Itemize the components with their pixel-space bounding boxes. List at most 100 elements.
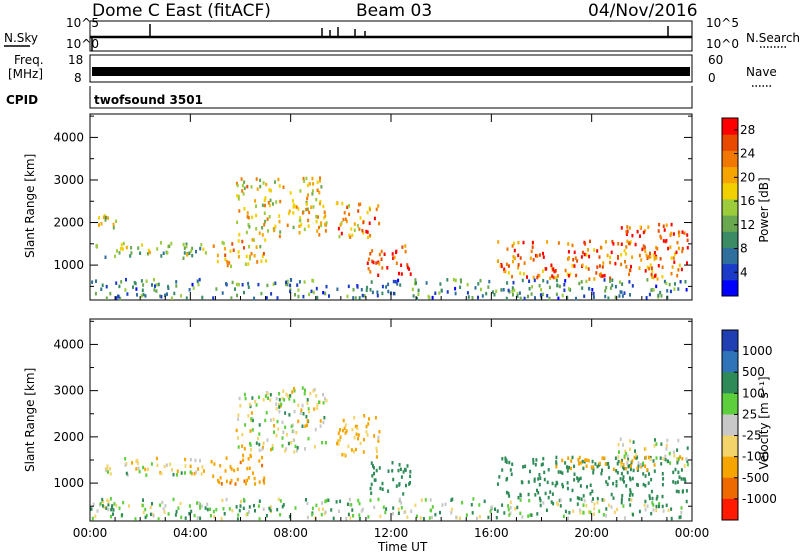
velocity-colorbar-tick-label: 100 (742, 386, 765, 400)
echo-region-1 (210, 453, 266, 486)
power-colorbar-band (722, 166, 738, 184)
power-colorbar-band (722, 247, 738, 265)
echo-region-7 (617, 222, 689, 251)
y-tick-label-2000: 2000 (53, 430, 84, 444)
power-colorbar-band (722, 118, 738, 135)
velocity-colorbar-band (722, 456, 738, 479)
power-y-axis: 1000 2000 3000 4000 (53, 115, 692, 287)
echo-region-7 (617, 437, 689, 468)
x-tick-label-6: 00:00 (675, 526, 710, 540)
noise-panel: 10^5 10^0 10^5 10^0 N.Sky N.Search (4, 16, 800, 52)
nsearch-label: N.Search (746, 31, 800, 45)
echo-region-4 (335, 201, 381, 240)
y-tick-label-1000: 1000 (53, 258, 84, 272)
time-axis: 00:00 04:00 08:00 12:00 16:00 20:00 00:00 (73, 114, 710, 540)
x-tick-label-3: 12:00 (374, 526, 409, 540)
echo-region-8 (91, 277, 688, 301)
station-title: Dome C East (fitACF) (92, 1, 271, 21)
power-colorbar-tick-label: 8 (740, 242, 748, 256)
nsky-label: N.Sky (4, 31, 38, 45)
echo-region-3 (336, 414, 381, 459)
velocity-echoes (90, 386, 689, 521)
echo-region-2 (235, 386, 328, 454)
y-tick-label-1000: 1000 (53, 476, 84, 490)
power-colorbar-frame (721, 117, 739, 297)
cpid-label: CPID (6, 93, 38, 107)
cpid-panel: CPID twofsound 3501 (6, 86, 693, 109)
power-colorbar-label: Power [dB] (757, 177, 771, 242)
velocity-colorbar-band (722, 477, 738, 500)
power-colorbar: 4 8 12 16 20 24 28 (721, 117, 755, 297)
power-colorbar-tick-label: 16 (740, 194, 755, 208)
power-ylabel: Slant Range [km] (23, 154, 37, 258)
velocity-colorbar-band (722, 351, 738, 373)
power-panel: 1000 2000 3000 4000 Slant Range [km] (23, 113, 693, 301)
velocity-colorbar-tick-label: -25 (742, 429, 762, 443)
power-colorbar-band (722, 198, 738, 216)
date-title: 04/Nov/2016 (588, 1, 698, 21)
velocity-colorbar-tick-label: -1000 (742, 492, 777, 506)
power-colorbar-tick-label: 20 (740, 170, 755, 184)
power-colorbar-band (722, 263, 738, 281)
beam-title: Beam 03 (356, 1, 432, 21)
velocity-colorbar-tick-label: 1000 (742, 344, 773, 358)
power-colorbar-band (722, 215, 738, 232)
power-colorbar-tick-label: 12 (740, 218, 755, 232)
freq-tick-top: 18 (68, 53, 83, 67)
velocity-colorbar-band (722, 498, 738, 521)
x-tick-label-0: 00:00 (73, 526, 108, 540)
power-colorbar-band (722, 182, 738, 200)
velocity-ylabel: Slant Range [km] (23, 368, 37, 472)
x-tick-label-5: 20:00 (574, 526, 609, 540)
y-tick-label-2000: 2000 (53, 216, 84, 230)
echo-region-0 (104, 456, 205, 477)
velocity-colorbar-band (722, 372, 738, 394)
power-colorbar-tick-label: 4 (740, 265, 748, 279)
velocity-panel: 1000 2000 3000 4000 Slant Range [km] (23, 318, 693, 522)
echo-region-3 (235, 176, 328, 239)
velocity-colorbar-band (722, 435, 738, 458)
noise-tick-bottom-right: 10^0 (706, 37, 739, 51)
velocity-colorbar-band (722, 414, 738, 437)
x-tick-label-1: 04:00 (173, 526, 208, 540)
y-tick-label-4000: 4000 (53, 130, 84, 144)
echo-region-8 (90, 497, 688, 521)
nave-label: Nave (746, 65, 777, 79)
echo-region-4 (369, 461, 412, 496)
echo-region-2 (212, 238, 268, 269)
freq-unit-label: [MHz] (8, 67, 43, 81)
power-colorbar-tick-label: 24 (740, 147, 755, 161)
y-tick-label-3000: 3000 (53, 173, 84, 187)
echo-region-5 (366, 244, 412, 277)
echo-region-6 (496, 239, 689, 281)
nave-tick-top: 60 (708, 53, 723, 67)
noise-tick-top-right: 10^5 (706, 16, 739, 30)
power-panel-frame (89, 113, 693, 301)
power-colorbar-band (722, 279, 738, 297)
freq-tick-bottom: 8 (74, 71, 82, 85)
echo-region-1 (98, 214, 118, 230)
velocity-y-axis: 1000 2000 3000 4000 (53, 320, 692, 507)
velocity-panel-frame (89, 318, 693, 522)
velocity-colorbar-band (722, 330, 738, 352)
freq-label: Freq. (14, 53, 44, 67)
velocity-colorbar-label: Velocity [m s⁻¹] (757, 376, 771, 469)
velocity-colorbar: 1000 500 100 25 -25 -100 -500 -1000 (721, 329, 777, 521)
noise-tick-top-left: 10^5 (66, 16, 99, 30)
x-tick-label-4: 16:00 (474, 526, 509, 540)
y-tick-label-3000: 3000 (53, 384, 84, 398)
velocity-colorbar-tick-label: -100 (742, 450, 769, 464)
echo-region-5 (496, 455, 689, 501)
velocity-colorbar-tick-label: 500 (742, 365, 765, 379)
echo-region-0 (95, 241, 207, 260)
velocity-colorbar-band (722, 393, 738, 415)
velocity-colorbar-tick-label: 25 (742, 407, 757, 421)
power-colorbar-band (722, 231, 738, 248)
freq-panel: 18 8 60 0 Freq. [MHz] Nave (8, 53, 777, 87)
cpid-value: twofsound 3501 (94, 93, 203, 107)
velocity-colorbar-tick-label: -500 (742, 471, 769, 485)
y-tick-label-4000: 4000 (53, 337, 84, 351)
power-colorbar-band (722, 134, 738, 151)
x-tick-label-2: 08:00 (273, 526, 308, 540)
